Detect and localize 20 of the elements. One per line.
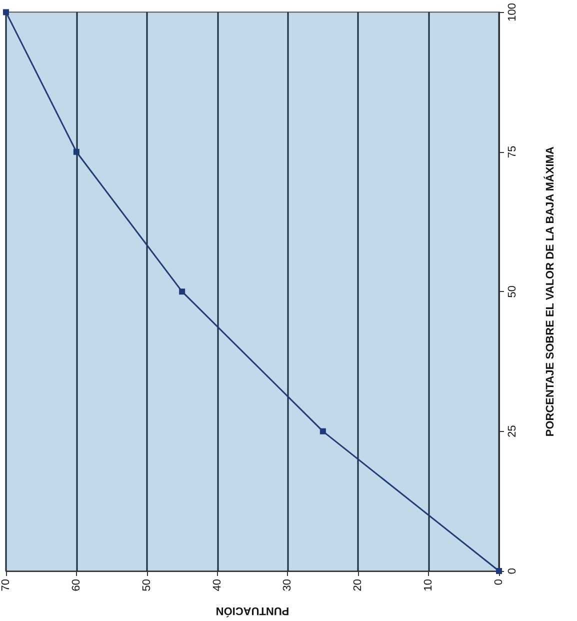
x-tick-label: 30 (282, 579, 294, 592)
point (73, 148, 80, 155)
x-tick-label: 0 (493, 579, 505, 586)
y-axis-title: PORCENTAJE SOBRE EL VALOR DE LA BAJA MÁXIMA (544, 146, 556, 437)
x-tick-label: 20 (352, 579, 364, 592)
y-tick-label: 100 (506, 2, 518, 22)
point (3, 9, 9, 16)
y-tick-label: 75 (506, 146, 518, 158)
x-tick-label: 10 (422, 579, 435, 592)
point (179, 288, 186, 295)
x-tick-label: 50 (140, 579, 153, 592)
point (496, 568, 502, 574)
x-tick-label: 40 (211, 579, 224, 592)
x-tick-label: 60 (70, 579, 82, 592)
x-tick-label: 70 (0, 579, 12, 592)
y-tick-label: 50 (506, 285, 518, 298)
y-tick-label: 0 (506, 568, 518, 574)
x-axis-title: PUNTUACIÓN (216, 604, 290, 618)
point (320, 428, 326, 434)
y-tick-label: 25 (506, 425, 518, 438)
